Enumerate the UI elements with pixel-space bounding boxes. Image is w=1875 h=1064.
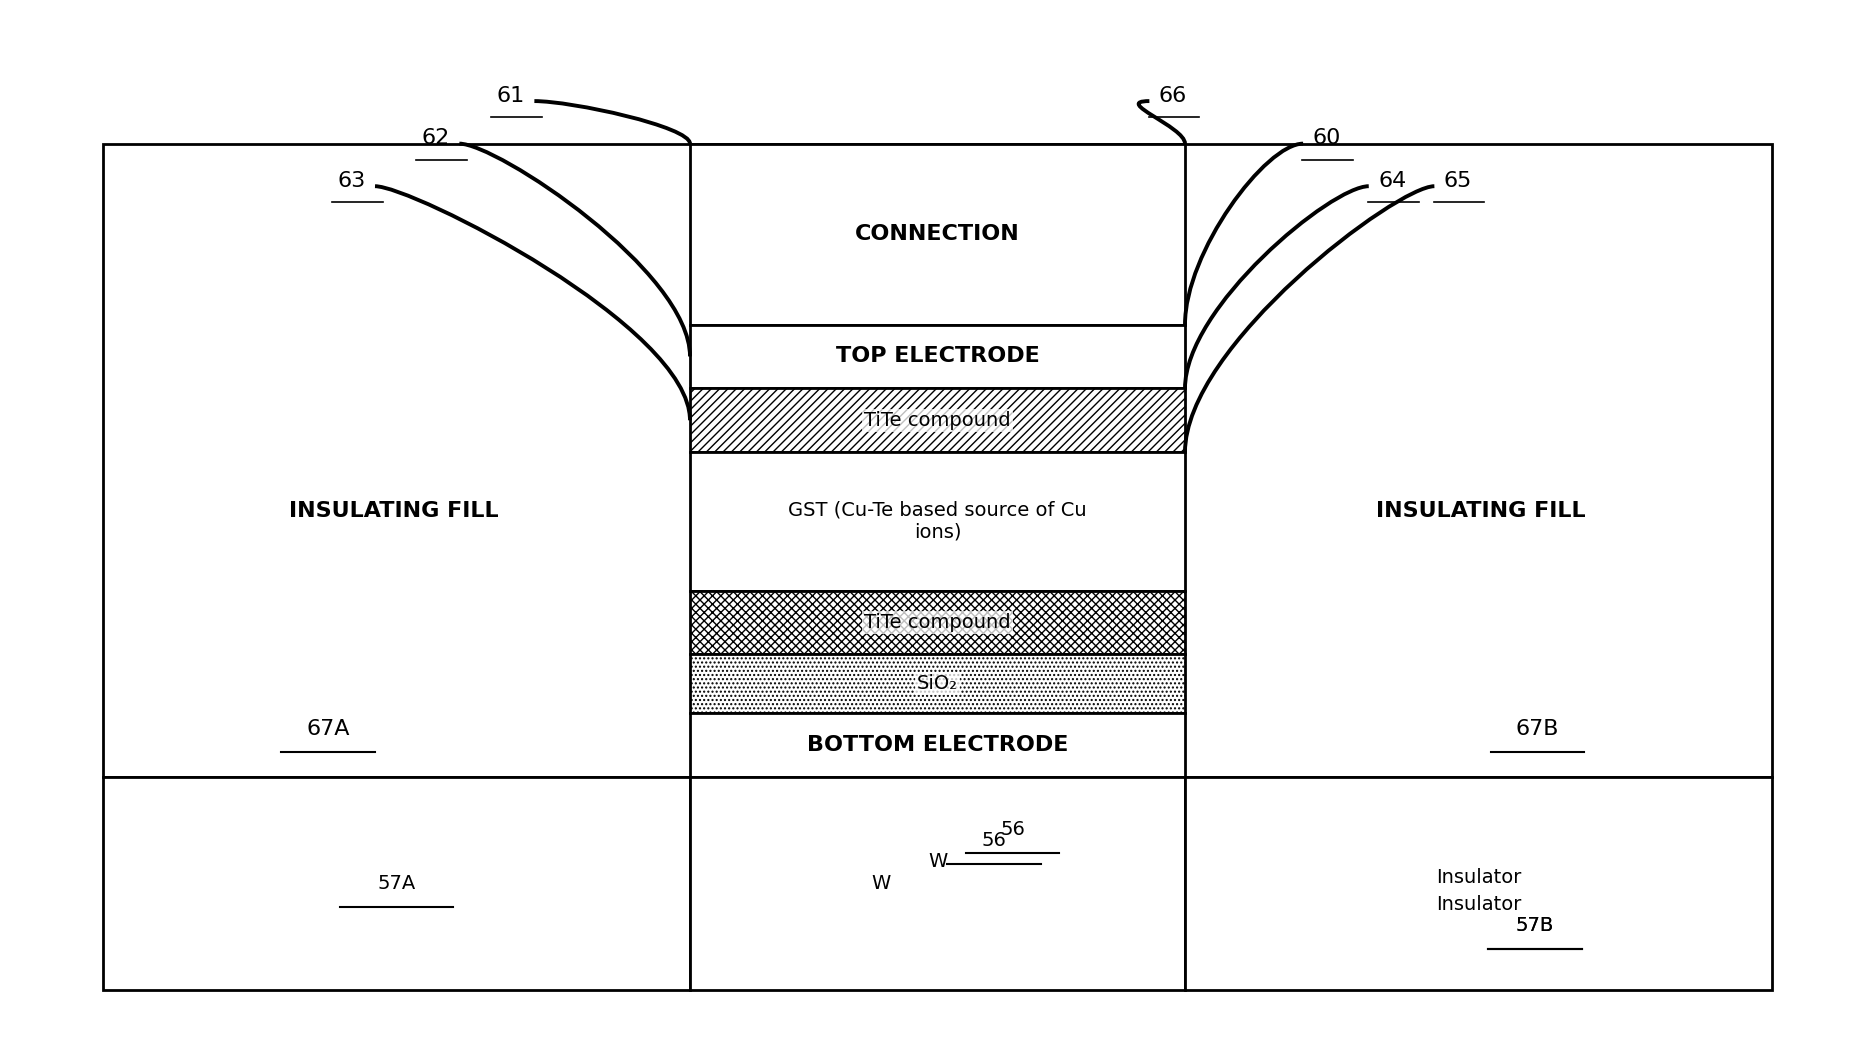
Text: 62: 62: [422, 129, 450, 148]
Text: SiO₂: SiO₂: [917, 675, 958, 693]
Text: 56: 56: [999, 820, 1026, 839]
Text: CONNECTION: CONNECTION: [855, 225, 1020, 244]
Text: 66: 66: [1159, 86, 1187, 105]
Text: 56: 56: [981, 831, 1007, 850]
Bar: [690, 388, 1185, 452]
Bar: [690, 777, 1185, 990]
Text: 61: 61: [497, 86, 525, 105]
Bar: [690, 452, 1185, 591]
Text: Insulator: Insulator: [1436, 895, 1521, 914]
Bar: [103, 777, 690, 990]
Text: GST (Cu-Te based source of Cu
ions): GST (Cu-Te based source of Cu ions): [788, 501, 1088, 542]
Bar: [1185, 777, 1772, 990]
Bar: [690, 325, 1185, 388]
Text: 64: 64: [1378, 171, 1406, 190]
Bar: [690, 144, 1185, 325]
Text: 57B: 57B: [1515, 916, 1554, 935]
Bar: [690, 713, 1185, 777]
Bar: [103, 144, 1772, 777]
Text: Insulator: Insulator: [1436, 868, 1521, 887]
Text: 57A: 57A: [377, 874, 416, 893]
Text: TiTe compound: TiTe compound: [864, 411, 1011, 430]
Text: BOTTOM ELECTRODE: BOTTOM ELECTRODE: [806, 735, 1069, 754]
Text: 65: 65: [1444, 171, 1472, 190]
Bar: [690, 654, 1185, 713]
Text: INSULATING FILL: INSULATING FILL: [289, 501, 499, 520]
Text: TiTe compound: TiTe compound: [864, 613, 1011, 632]
Text: TOP ELECTRODE: TOP ELECTRODE: [836, 347, 1039, 366]
Text: INSULATING FILL: INSULATING FILL: [1376, 501, 1586, 520]
Text: 67B: 67B: [1515, 719, 1560, 738]
Text: 63: 63: [338, 171, 366, 190]
Text: 57B: 57B: [1515, 916, 1554, 935]
Text: W: W: [872, 874, 891, 893]
Text: W: W: [928, 852, 947, 871]
Text: 67A: 67A: [306, 719, 351, 738]
Bar: [690, 591, 1185, 654]
Text: 60: 60: [1312, 129, 1341, 148]
